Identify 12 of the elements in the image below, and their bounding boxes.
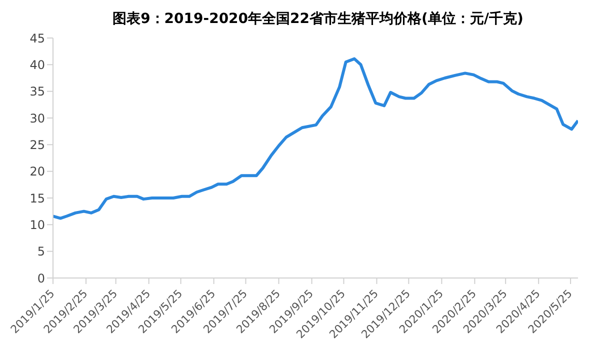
y-tick-label: 15 xyxy=(30,191,45,206)
y-tick-label: 45 xyxy=(30,31,45,46)
y-tick-label: 0 xyxy=(37,271,45,286)
chart-title: 图表9：2019-2020年全国22省市生猪平均价格(单位：元/千克) xyxy=(112,10,524,29)
y-tick-label: 40 xyxy=(30,58,45,72)
y-tick-label: 25 xyxy=(30,138,45,152)
y-tick-label: 20 xyxy=(30,164,45,179)
y-tick-label: 35 xyxy=(30,84,45,99)
line-series xyxy=(53,57,578,220)
y-tick-label: 30 xyxy=(30,111,45,126)
y-tick-label: 10 xyxy=(30,218,45,232)
y-tick-label: 5 xyxy=(37,244,45,259)
